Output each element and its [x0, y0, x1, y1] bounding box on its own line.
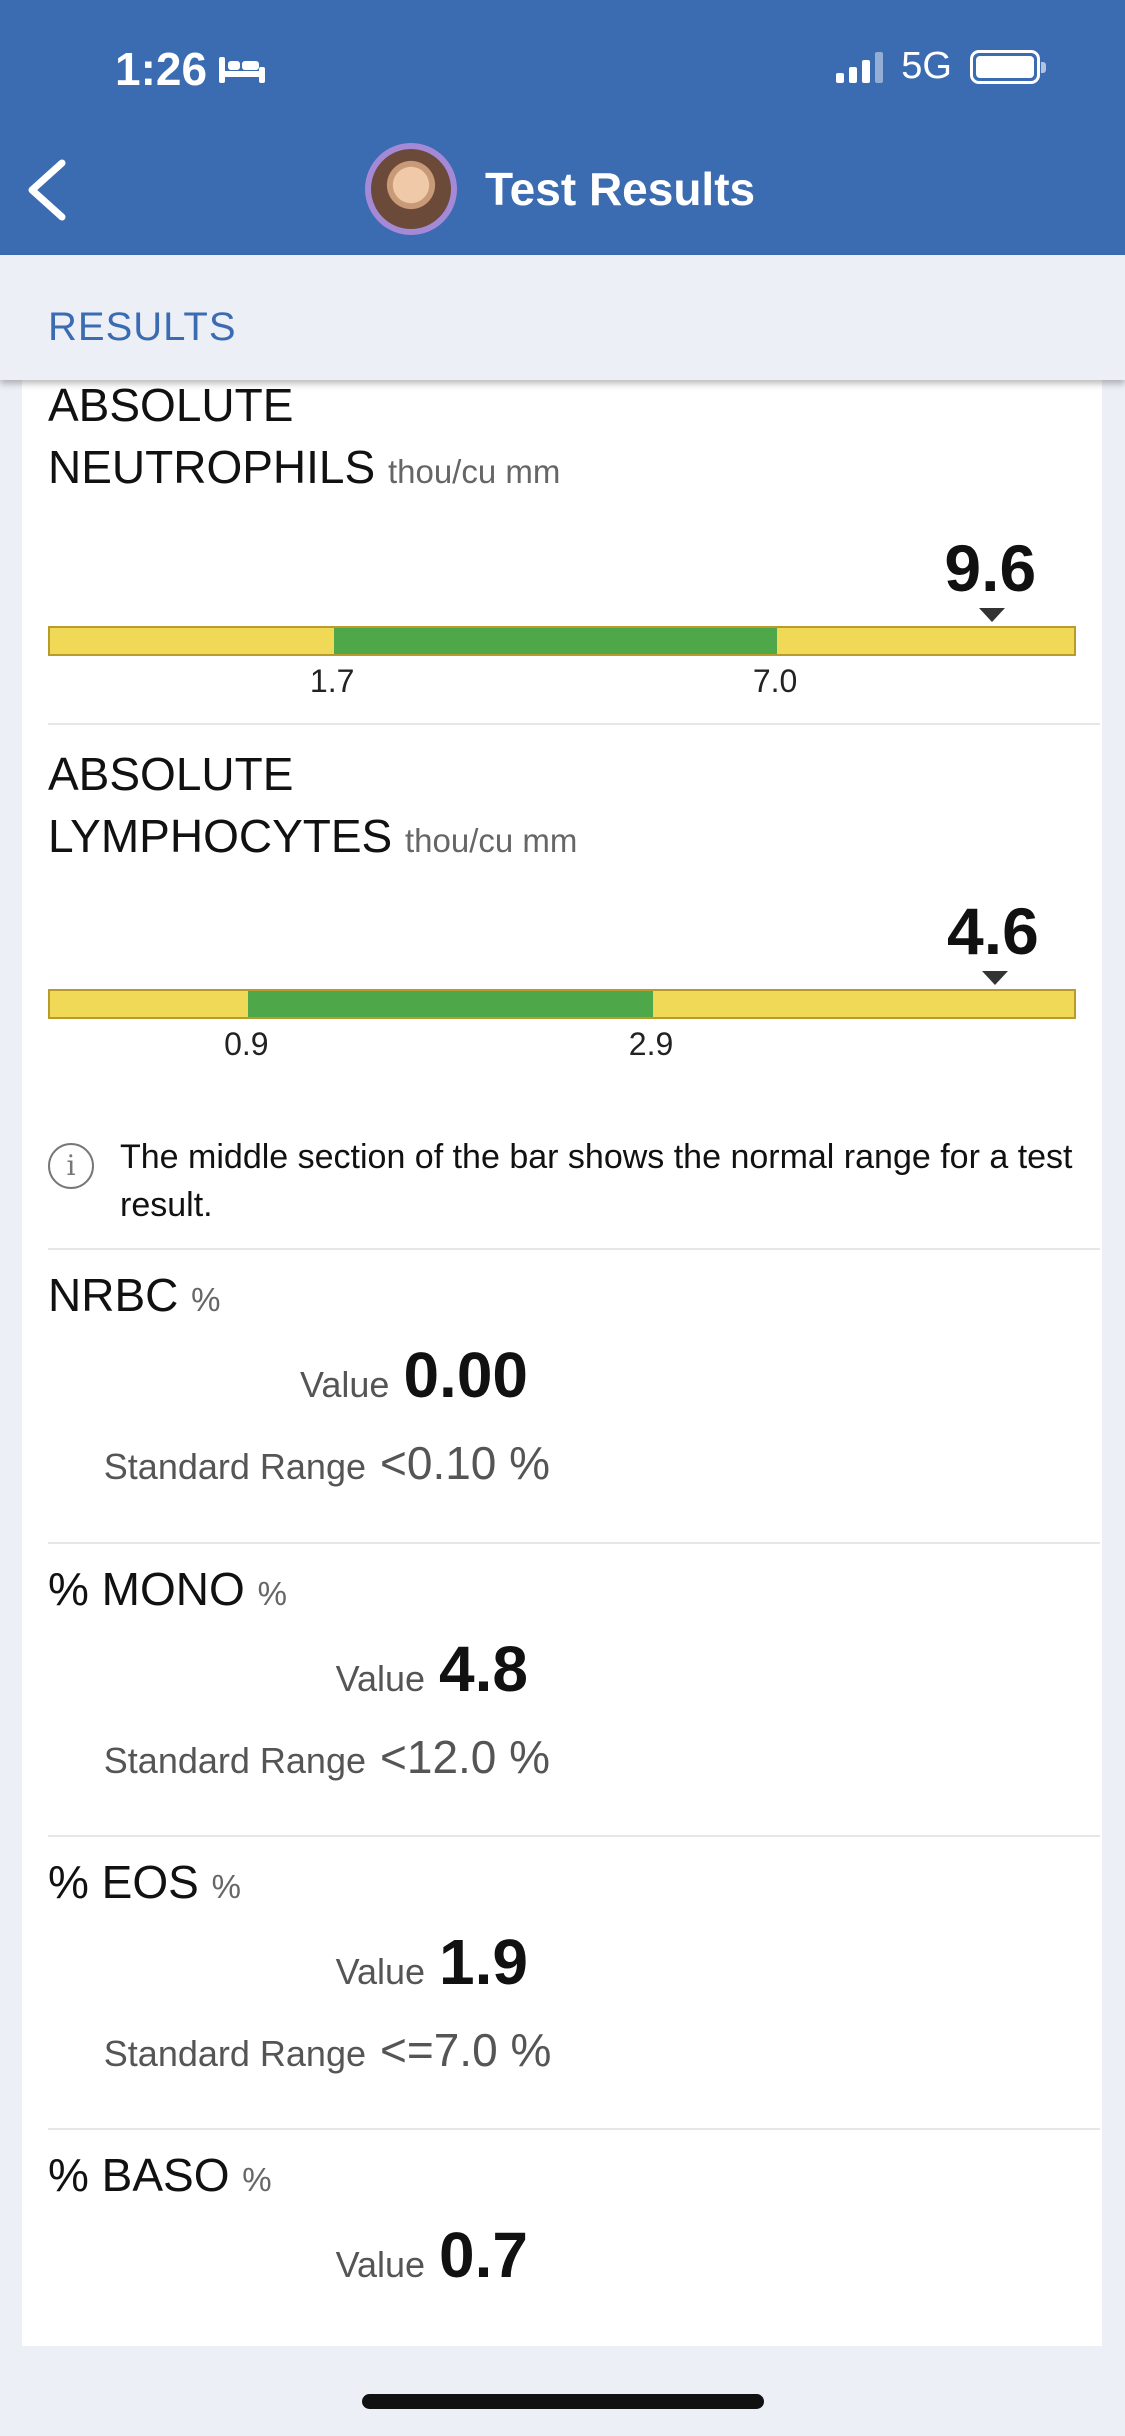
bed-icon [219, 57, 266, 83]
test-name: % MONO % [48, 1562, 287, 1616]
divider [48, 723, 1100, 725]
test-name-line2: NEUTROPHILS [48, 441, 376, 493]
test-name-text: % MONO [48, 1563, 245, 1615]
value-line: Value 1.9 [48, 1925, 528, 1999]
info-text: The middle section of the bar shows the … [120, 1138, 1073, 1224]
results-card: ABSOLUTE NEUTROPHILS thou/cu mm 9.6 1.7 … [22, 380, 1102, 2346]
cellular-signal-icon [836, 51, 884, 83]
test-name: % BASO % [48, 2148, 272, 2202]
value-label: Value [335, 1951, 426, 1992]
result-value: 1.9 [439, 1926, 528, 1998]
value-label: Value [335, 1658, 426, 1699]
avatar[interactable] [365, 143, 457, 235]
status-time: 1:26 [115, 42, 267, 96]
test-name-text: % BASO [48, 2149, 230, 2201]
test-name-line1: ABSOLUTE [48, 748, 294, 800]
result-absolute-neutrophils: ABSOLUTE NEUTROPHILS thou/cu mm 9.6 1.7 … [48, 380, 1100, 720]
network-type: 5G [901, 45, 952, 87]
divider [48, 1835, 1100, 1837]
top-bar: 1:26 5G Test Results [0, 0, 1125, 255]
range-info-note: i The middle section of the bar shows th… [48, 1133, 1100, 1224]
tab-results[interactable]: RESULTS [48, 305, 237, 349]
range-bar [48, 626, 1076, 656]
range-bar [48, 989, 1076, 1019]
normal-range-segment [248, 991, 654, 1017]
value-marker-icon [979, 608, 1006, 622]
test-unit: % [211, 1868, 241, 1905]
value-label: Value [300, 1364, 390, 1405]
result-absolute-lymphocytes: ABSOLUTE LYMPHOCYTES thou/cu mm 4.6 0.9 … [48, 743, 1100, 1083]
test-name-text: % EOS [48, 1856, 199, 1908]
back-button[interactable] [20, 155, 80, 225]
test-name-line1: ABSOLUTE [48, 380, 294, 431]
value-marker-icon [982, 971, 1009, 985]
range-low-label: 1.7 [309, 663, 355, 699]
battery-icon [970, 49, 1046, 84]
range-high-label: 2.9 [628, 1026, 674, 1062]
divider [48, 2128, 1100, 2130]
test-name: % EOS % [48, 1855, 241, 1909]
range-high-label: 7.0 [752, 663, 798, 699]
value-line: Value 0.7 [48, 2218, 528, 2292]
status-indicators: 5G [836, 45, 1046, 88]
value-label: Value [335, 2244, 426, 2285]
info-icon: i [48, 1143, 94, 1189]
result-mono: % MONO % Value 4.8 Standard Range <12.0 … [48, 1562, 1100, 1822]
result-baso: % BASO % Value 0.7 [48, 2148, 1100, 2346]
test-unit: % [242, 2161, 272, 2198]
result-value: 9.6 [944, 531, 1037, 605]
standard-range-label: Standard Range [103, 1446, 366, 1487]
divider [48, 1248, 1100, 1250]
result-nrbc: NRBC % Value 0.00 Standard Range <0.10 % [48, 1268, 1100, 1528]
value-line: Value 4.8 [48, 1632, 528, 1706]
tab-bar: RESULTS [0, 255, 1125, 380]
test-unit: % [191, 1281, 221, 1318]
value-line: Value 0.00 [48, 1338, 528, 1412]
standard-range-value: <0.10 % [380, 1437, 551, 1489]
standard-range-line: Standard Range <=7.0 % [48, 2023, 552, 2077]
standard-range-label: Standard Range [103, 2033, 366, 2074]
standard-range-value: <12.0 % [380, 1731, 551, 1783]
test-unit: thou/cu mm [405, 822, 578, 859]
test-name: NRBC % [48, 1268, 220, 1322]
status-time-text: 1:26 [115, 43, 208, 95]
test-unit: % [257, 1575, 287, 1612]
standard-range-line: Standard Range <12.0 % [48, 1730, 550, 1784]
test-name-text: NRBC [48, 1269, 179, 1321]
standard-range-label: Standard Range [103, 1740, 366, 1781]
normal-range-segment [334, 628, 778, 654]
test-unit: thou/cu mm [387, 453, 561, 490]
result-value: 4.6 [947, 894, 1039, 968]
result-value: 0.7 [439, 2219, 528, 2291]
result-eos: % EOS % Value 1.9 Standard Range <=7.0 % [48, 1855, 1100, 2115]
page-title: Test Results [485, 163, 756, 215]
range-low-label: 0.9 [224, 1026, 269, 1062]
test-name-line2: LYMPHOCYTES [48, 810, 393, 862]
home-indicator[interactable] [362, 2394, 764, 2409]
result-value: 0.00 [403, 1339, 528, 1411]
standard-range-line: Standard Range <0.10 % [48, 1436, 550, 1490]
test-name: ABSOLUTE LYMPHOCYTES thou/cu mm [48, 743, 577, 872]
divider [48, 1542, 1100, 1544]
test-name: ABSOLUTE NEUTROPHILS thou/cu mm [48, 380, 560, 503]
result-value: 4.8 [439, 1633, 528, 1705]
header-title-group: Test Results [365, 143, 755, 235]
standard-range-value: <=7.0 % [380, 2024, 552, 2076]
